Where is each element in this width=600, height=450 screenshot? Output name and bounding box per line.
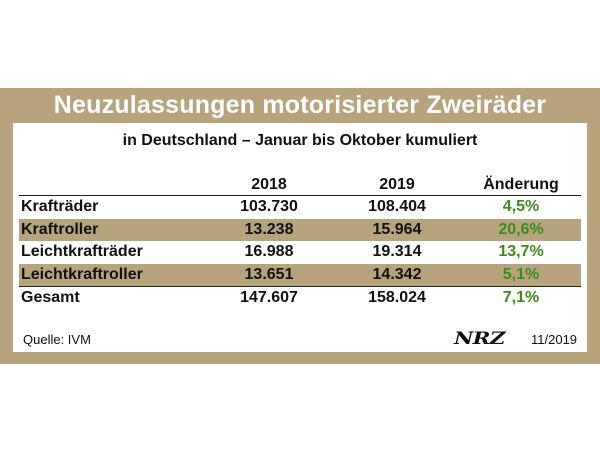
row-value-2019: 14.342 [333,263,461,287]
table-row: Krafträder 103.730 108.404 4,5% [19,196,581,219]
infographic-subtitle: in Deutschland – Januar bis Oktober kumu… [122,132,478,149]
publication-date: 11/2019 [531,332,578,347]
content-panel: in Deutschland – Januar bis Oktober kumu… [13,123,587,352]
row-change: 13,7% [498,243,544,260]
row-change: 4,5% [502,198,540,215]
row-value-2019: 108.404 [368,198,426,215]
row-label: Leichtkraftroller [19,263,205,287]
row-label: Leichtkrafträder [21,243,143,260]
row-value-2018: 16.988 [244,243,294,260]
total-label: Gesamt [19,286,205,309]
row-change: 5,1% [461,263,581,287]
table-row: Kraftroller 13.238 15.964 20,6% [19,218,581,241]
source-note: Quelle: IVM [23,332,91,347]
row-value-2019: 19.314 [372,243,422,260]
header-2018: 2018 [205,174,333,196]
infographic-title: Neuzulassungen motorisierter Zweiräder [53,91,547,119]
registrations-table: 2018 2019 Änderung Krafträder 103.730 10… [19,174,581,309]
header-2019: 2019 [333,174,461,196]
row-change: 20,6% [461,218,581,241]
row-value-2018: 103.730 [240,198,298,215]
table-row: Leichtkrafträder 16.988 19.314 13,7% [19,241,581,264]
header-change: Änderung [461,174,581,196]
row-value-2018: 13.238 [205,218,333,241]
infographic-frame: Neuzulassungen motorisierter Zweiräder i… [0,88,600,364]
table-header-row: 2018 2019 Änderung [19,174,581,196]
table-total-row: Gesamt 147.607 158.024 7,1% [19,286,581,309]
header-label-column [19,174,205,196]
row-label: Krafträder [21,198,99,215]
row-value-2018: 13.651 [205,263,333,287]
table-row: Leichtkraftroller 13.651 14.342 5,1% [19,263,581,287]
total-value-2019: 158.024 [333,286,461,309]
nrz-logo: NRZ [454,329,505,349]
row-value-2019: 15.964 [333,218,461,241]
total-value-2018: 147.607 [205,286,333,309]
total-change: 7,1% [461,286,581,309]
row-label: Kraftroller [19,218,205,241]
